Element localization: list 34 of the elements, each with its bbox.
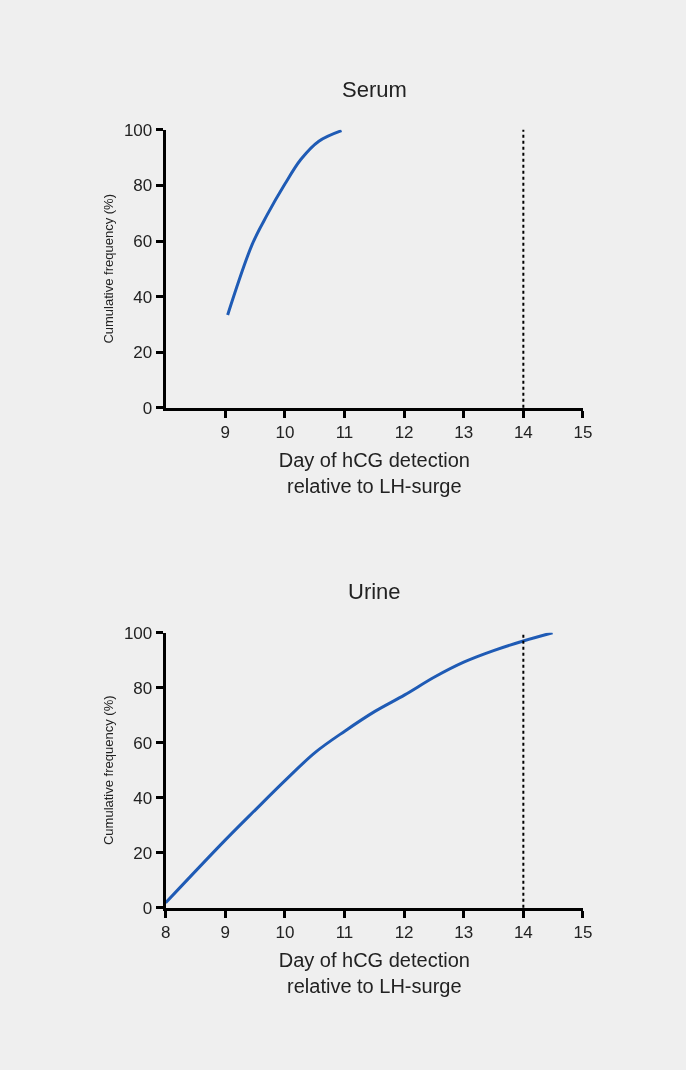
x-tick-label: 9	[220, 923, 231, 943]
x-tick-label: 14	[513, 923, 533, 943]
y-tick-label: 20	[133, 343, 153, 363]
y-tick-label: 80	[133, 678, 153, 698]
y-tick-label: 80	[133, 176, 153, 196]
y-tick-label: 0	[142, 898, 153, 918]
y-axis-title: Cumulative frequency (%)	[100, 194, 116, 344]
x-tick-label: 15	[573, 423, 593, 443]
line-series	[226, 129, 344, 317]
y-tick-label: 100	[123, 623, 153, 643]
x-tick-label: 13	[454, 923, 474, 943]
y-axis-title: Cumulative frequency (%)	[100, 695, 116, 846]
x-tick-label: 10	[275, 923, 295, 943]
x-tick-label: 11	[335, 423, 354, 443]
chart-title: Serum	[342, 77, 407, 102]
x-tick-label: 8	[160, 923, 171, 943]
y-tick-label: 0	[142, 398, 153, 418]
y-tick-label: 40	[133, 287, 153, 307]
x-tick-label: 14	[513, 423, 533, 443]
x-tick-label: 13	[454, 423, 474, 443]
x-tick-label: 10	[275, 423, 295, 443]
x-tick-label: 15	[573, 923, 593, 943]
x-axis-title: Day of hCG detection relative to LH-surge	[278, 948, 470, 997]
y-tick-label: 60	[133, 733, 153, 753]
x-tick-label: 11	[335, 923, 354, 943]
chart-title: Urine	[348, 579, 401, 604]
x-tick-label: 9	[220, 423, 231, 443]
y-tick-label: 100	[123, 120, 153, 140]
x-tick-label: 12	[394, 423, 414, 443]
x-axis-title: Day of hCG detection relative to LH-surge	[278, 448, 470, 497]
y-tick-label: 60	[133, 231, 153, 251]
y-tick-label: 20	[133, 843, 153, 863]
y-tick-label: 40	[133, 788, 153, 808]
x-tick-label: 12	[394, 923, 414, 943]
